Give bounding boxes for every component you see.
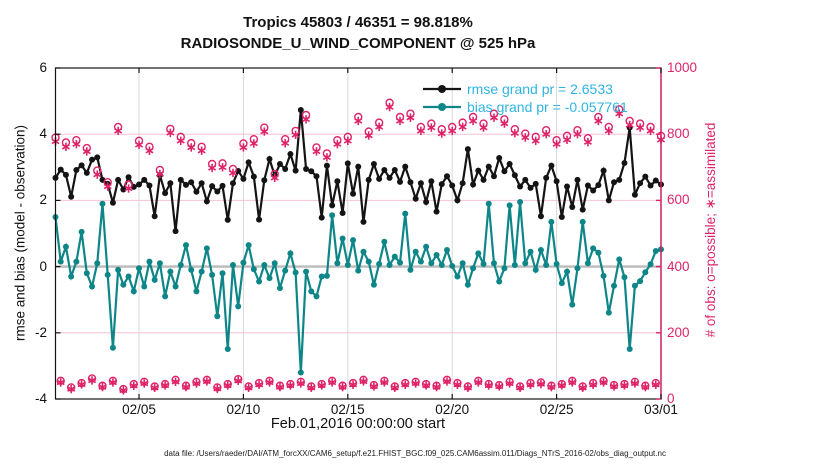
x-tick-label: 02/25	[539, 402, 574, 417]
y-axis-label-left: rmse and bias (model - observation)	[12, 124, 28, 342]
x-tick-label: 02/10	[226, 402, 261, 417]
title-line-2: RADIOSONDE_U_WIND_COMPONENT @ 525 hPa	[180, 35, 536, 52]
y-right-tick-label: 800	[667, 126, 690, 142]
legend-item-bias: bias grand pr = -0.057761	[422, 98, 628, 116]
y-left-tick-label: 2	[39, 192, 47, 208]
y-left-tick-label: 4	[39, 126, 47, 142]
y-right-tick-label: 1000	[667, 60, 698, 75]
x-tick-label: 02/05	[122, 402, 156, 417]
legend-label-rmse: rmse grand pr = 2.6533	[467, 81, 613, 97]
legend-item-rmse: rmse grand pr = 2.6533	[422, 80, 628, 98]
legend-label-bias: bias grand pr = -0.057761	[467, 99, 628, 115]
y-axis-label-right: # of obs: o=possible; ∗=assimilated	[703, 122, 718, 338]
y-left-tick-label: 6	[39, 60, 47, 75]
x-tick-label: 03/01	[644, 402, 678, 417]
y-right-tick-label: 400	[667, 258, 690, 274]
data-file-path: data file: /Users/raeder/DAI/ATM_forcXX/…	[164, 449, 666, 458]
legend: rmse grand pr = 2.6533 bias grand pr = -…	[422, 80, 628, 116]
y-right-tick-label: 200	[667, 324, 690, 340]
y-right-tick-label: 600	[667, 192, 690, 208]
y-left-tick-label: -4	[34, 391, 47, 406]
x-axis-label: Feb.01,2016 00:00:00 start	[270, 416, 446, 432]
title-line-1: Tropics 45803 / 46351 = 98.818%	[243, 14, 473, 31]
chart-title: Tropics 45803 / 46351 = 98.818% RADIOSON…	[55, 12, 661, 54]
x-tick-label: 02/15	[330, 402, 365, 417]
rmse-line-marker-icon	[423, 85, 461, 93]
y-left-tick-label: -2	[34, 324, 47, 340]
bias-line-marker-icon	[423, 103, 461, 111]
y-left-tick-label: 0	[39, 258, 47, 274]
x-tick-label: 02/20	[435, 402, 470, 417]
y-right-tick-label: 0	[667, 391, 675, 406]
